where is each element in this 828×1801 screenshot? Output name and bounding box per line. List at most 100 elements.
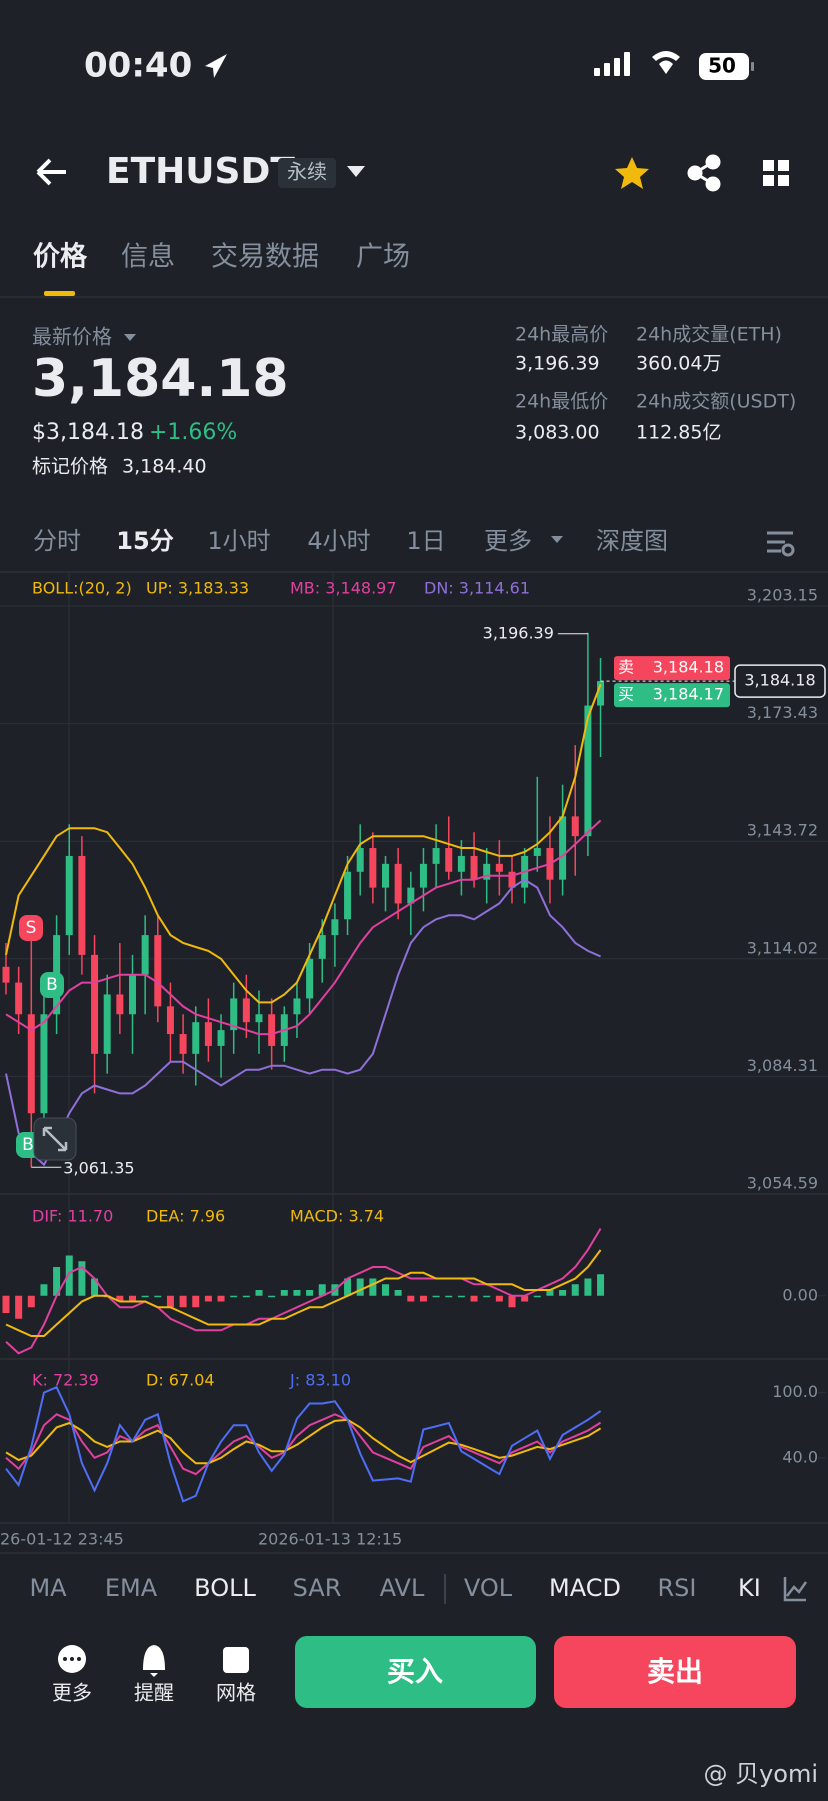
macd-bar bbox=[369, 1278, 377, 1296]
watermark: @ 贝yomi bbox=[703, 1760, 818, 1788]
candle-body bbox=[230, 998, 238, 1031]
candle-body bbox=[508, 871, 516, 888]
layout-icon[interactable] bbox=[763, 160, 789, 186]
action-label[interactable]: 提醒 bbox=[134, 1681, 174, 1705]
symbol-dropdown[interactable] bbox=[347, 166, 365, 177]
candle-body bbox=[268, 1014, 276, 1046]
buy-button[interactable] bbox=[295, 1636, 536, 1708]
macd-bar bbox=[129, 1295, 136, 1302]
candle-body bbox=[584, 705, 592, 837]
indicator[interactable]: AVL bbox=[380, 1574, 425, 1602]
y-tick-label: 40.0 bbox=[782, 1447, 818, 1466]
indicator[interactable]: MA bbox=[29, 1574, 67, 1602]
signal-label: B bbox=[46, 975, 58, 995]
macd-bar bbox=[432, 1295, 440, 1298]
macd-bar bbox=[318, 1284, 326, 1296]
candle-body bbox=[154, 935, 162, 1007]
current-price: 3,184.18 bbox=[744, 671, 815, 690]
y-tick-label: 3,114.02 bbox=[747, 938, 818, 957]
candle-body bbox=[242, 998, 250, 1023]
macd-bar bbox=[15, 1295, 23, 1319]
candle-body bbox=[293, 998, 301, 1015]
indicator[interactable]: KI bbox=[738, 1574, 761, 1602]
high-label: 3,196.39 bbox=[483, 623, 554, 642]
candle-body bbox=[166, 1006, 174, 1035]
indicator-settings[interactable] bbox=[783, 1577, 808, 1602]
buy-label[interactable]: 买入 bbox=[387, 1655, 443, 1688]
interval[interactable]: 1小时 bbox=[207, 527, 270, 555]
macd-bar bbox=[559, 1290, 567, 1296]
legend-entry: BOLL:(20, 2) bbox=[32, 579, 132, 598]
bid-side: 买 bbox=[618, 685, 634, 704]
action-label[interactable]: 更多 bbox=[52, 1681, 92, 1705]
candle-body bbox=[255, 1014, 263, 1023]
macd-bar bbox=[394, 1290, 402, 1296]
sell-label[interactable]: 卖出 bbox=[647, 1655, 703, 1688]
macd-bar bbox=[280, 1290, 288, 1296]
candle-body bbox=[559, 816, 567, 880]
current-price-box bbox=[734, 664, 826, 698]
indicator[interactable]: SAR bbox=[293, 1574, 342, 1602]
legend-entry: MB: 3,148.97 bbox=[290, 579, 397, 598]
back-button[interactable] bbox=[36, 158, 66, 186]
interval[interactable]: 1日 bbox=[406, 527, 445, 555]
more-dropdown[interactable] bbox=[551, 536, 563, 543]
low-label: 3,061.35 bbox=[63, 1159, 134, 1178]
symbol: ETHUSDT bbox=[106, 151, 295, 192]
price-change: +1.66% bbox=[149, 420, 237, 445]
candle-body bbox=[179, 1034, 187, 1054]
signal-label: S bbox=[26, 918, 37, 938]
chart-settings[interactable] bbox=[767, 531, 795, 557]
macd-bar bbox=[217, 1295, 225, 1302]
stat-value: 360.04万 bbox=[636, 353, 721, 375]
indicator[interactable]: VOL bbox=[464, 1574, 513, 1602]
interval[interactable]: 4小时 bbox=[307, 527, 370, 555]
more-button[interactable] bbox=[58, 1645, 86, 1673]
stat-label: 24h成交额(USDT) bbox=[636, 391, 796, 413]
interval[interactable]: 深度图 bbox=[596, 527, 668, 555]
candle-body bbox=[15, 982, 23, 1015]
macd-bar bbox=[65, 1255, 73, 1296]
indicator[interactable]: EMA bbox=[105, 1574, 158, 1602]
candle-body bbox=[318, 935, 326, 959]
indicator-line bbox=[5, 1413, 602, 1476]
macd-bar bbox=[116, 1295, 124, 1302]
candle-body bbox=[78, 855, 86, 955]
price-dropdown[interactable] bbox=[124, 334, 136, 341]
expand-icon bbox=[42, 1126, 68, 1152]
indicator[interactable]: RSI bbox=[658, 1574, 697, 1602]
tab[interactable]: 交易数据 bbox=[211, 242, 319, 273]
macd-bar bbox=[445, 1295, 453, 1298]
macd-bar bbox=[457, 1295, 465, 1298]
wifi-icon bbox=[652, 51, 680, 74]
signal-badge bbox=[40, 972, 64, 998]
tab[interactable]: 信息 bbox=[121, 242, 175, 273]
share-icon[interactable] bbox=[687, 154, 721, 192]
grid-icon[interactable] bbox=[223, 1647, 249, 1673]
candle-body bbox=[91, 954, 99, 1054]
action-label[interactable]: 网格 bbox=[216, 1681, 256, 1705]
sell-button[interactable] bbox=[554, 1636, 796, 1708]
interval[interactable]: 15分 bbox=[116, 527, 173, 555]
candle-body bbox=[103, 994, 111, 1054]
interval[interactable]: 更多 bbox=[484, 527, 532, 555]
charts: 3,203.15 3,173.43 3,143.72 3,114.02 3,084.31… bbox=[0, 572, 828, 1549]
stat-label: 24h最高价 bbox=[515, 324, 608, 346]
legend-entry: K: 72.39 bbox=[32, 1371, 99, 1390]
candle-body bbox=[40, 1014, 48, 1114]
interval[interactable]: 分时 bbox=[33, 527, 81, 555]
indicator[interactable]: BOLL bbox=[194, 1574, 256, 1602]
indicator[interactable]: MACD bbox=[549, 1574, 621, 1602]
macd-bar bbox=[166, 1295, 174, 1308]
alert-icon[interactable] bbox=[143, 1645, 165, 1677]
x-tick-label: 2026-01-13 12:15 bbox=[258, 1530, 402, 1549]
y-tick-label: 3,203.15 bbox=[747, 586, 818, 605]
legend-entry: UP: 3,183.33 bbox=[146, 579, 249, 598]
legend-entry: DEA: 7.96 bbox=[146, 1207, 225, 1226]
tab[interactable]: 广场 bbox=[356, 242, 410, 273]
candle-body bbox=[129, 974, 136, 1015]
favorite-star[interactable] bbox=[615, 157, 649, 189]
tab[interactable]: 价格 bbox=[33, 242, 88, 273]
candle-body bbox=[65, 855, 73, 936]
usd-price: $3,184.18 bbox=[32, 420, 144, 445]
